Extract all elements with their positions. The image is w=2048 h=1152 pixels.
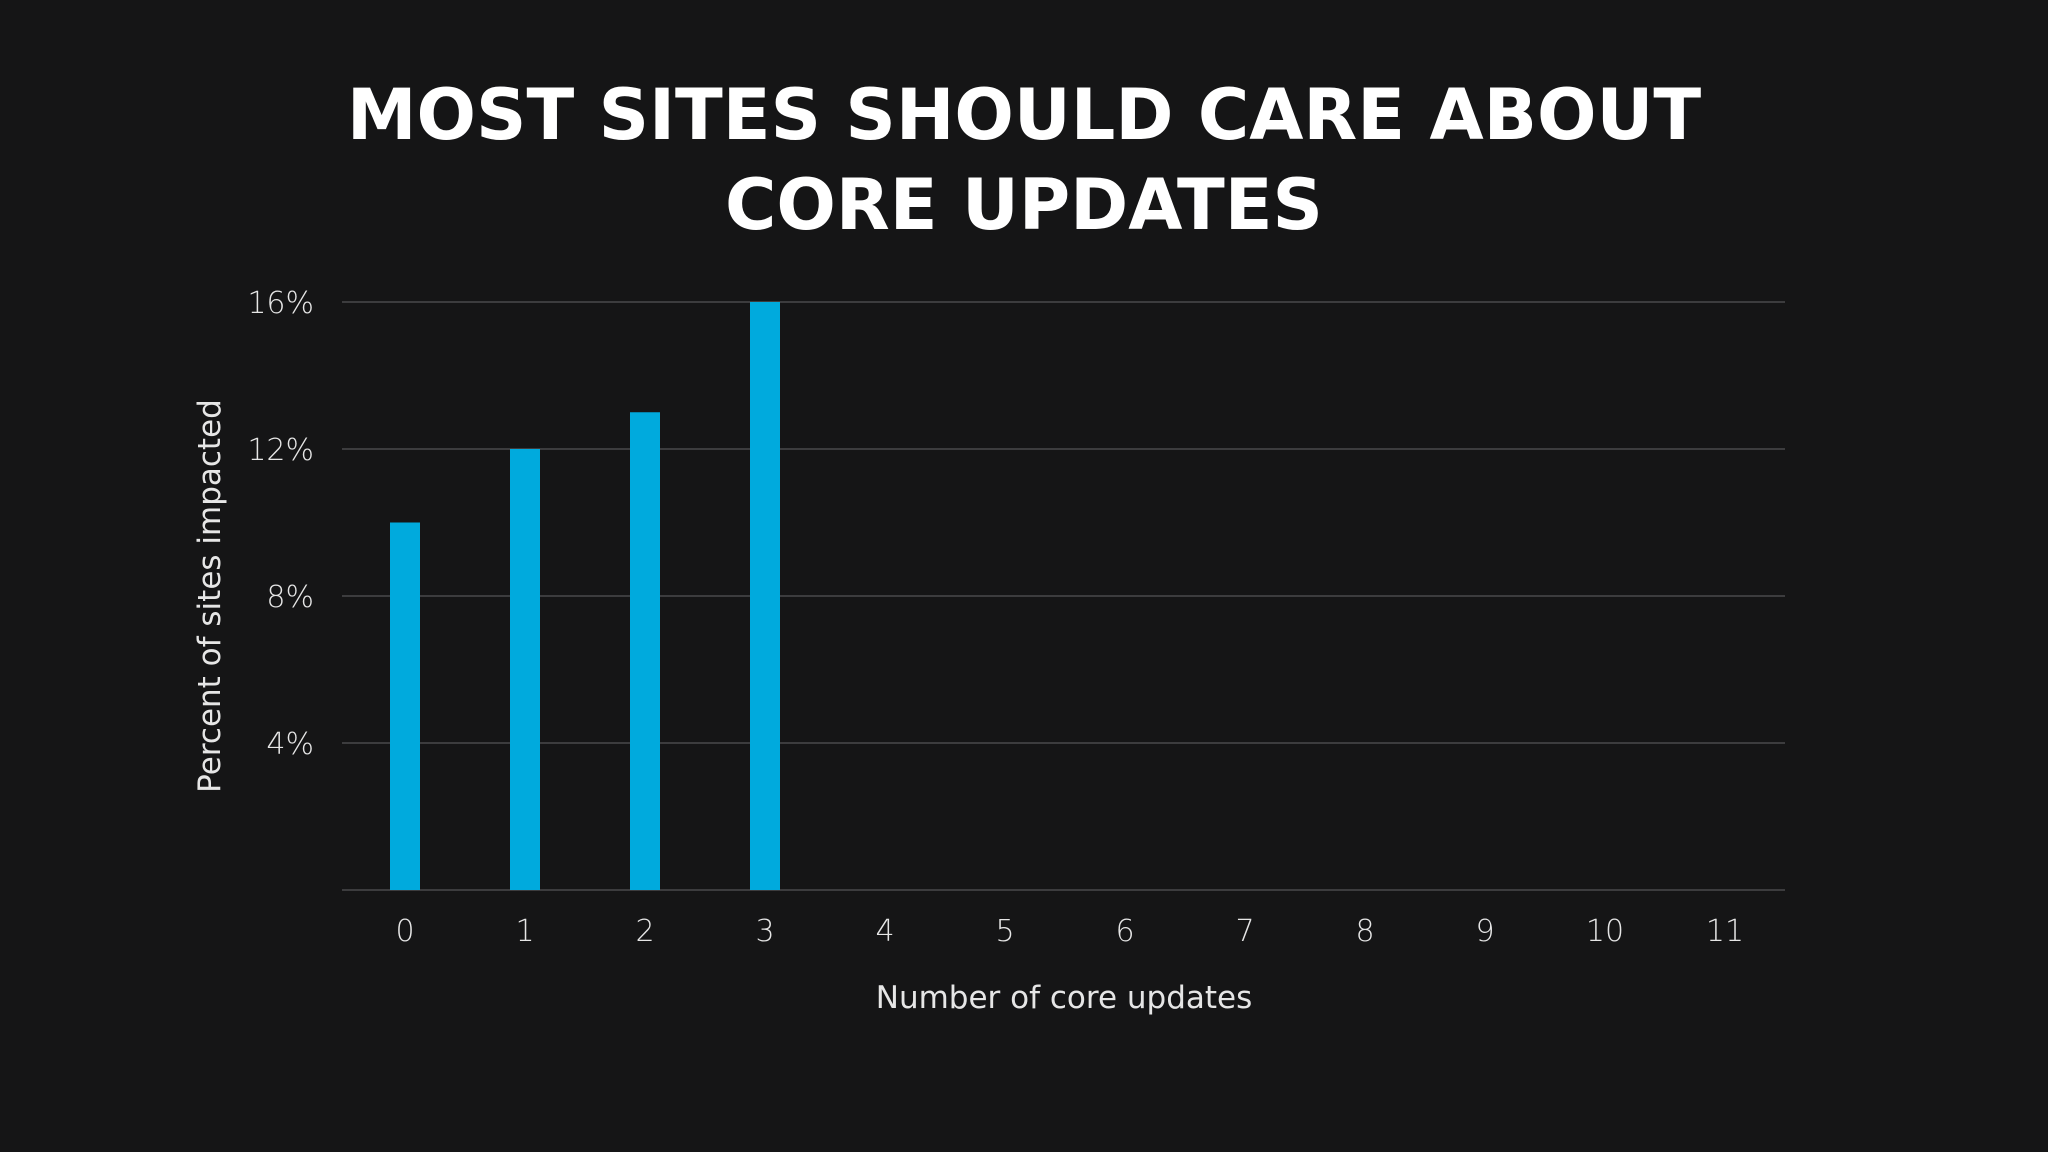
x-axis-ticks: 0 1 2 3 4 5 6 7 8 9 10 11 xyxy=(395,914,1744,949)
chart-title-line-2: CORE UPDATES xyxy=(725,164,1323,246)
y-axis-title: Percent of sites impacted xyxy=(192,399,228,793)
x-tick-label: 8 xyxy=(1355,914,1374,949)
gridlines xyxy=(342,301,1785,891)
bar xyxy=(750,302,780,890)
chart-title-line-1: MOST SITES SHOULD CARE ABOUT xyxy=(346,74,1702,156)
x-tick-label: 2 xyxy=(635,914,654,949)
x-tick-label: 3 xyxy=(755,914,774,949)
x-tick-label: 11 xyxy=(1706,914,1744,949)
y-tick-label: 4% xyxy=(266,727,314,762)
x-axis-title: Number of core updates xyxy=(876,980,1253,1016)
x-tick-label: 6 xyxy=(1115,914,1134,949)
x-tick-label: 4 xyxy=(875,914,894,949)
x-tick-label: 5 xyxy=(995,914,1014,949)
x-tick-label: 0 xyxy=(395,914,414,949)
x-tick-label: 9 xyxy=(1475,914,1494,949)
bar xyxy=(510,449,540,890)
x-tick-label: 7 xyxy=(1235,914,1254,949)
y-axis-ticks: 4% 8% 12% 16% xyxy=(247,286,314,762)
y-tick-label: 16% xyxy=(247,286,314,321)
bar xyxy=(390,522,420,890)
chart-title: MOST SITES SHOULD CARE ABOUT CORE UPDATE… xyxy=(0,70,2048,250)
x-tick-label: 10 xyxy=(1586,914,1624,949)
x-tick-label: 1 xyxy=(515,914,534,949)
y-tick-label: 8% xyxy=(266,580,314,615)
y-tick-label: 12% xyxy=(247,433,314,468)
bars xyxy=(390,302,780,890)
bar xyxy=(630,412,660,890)
